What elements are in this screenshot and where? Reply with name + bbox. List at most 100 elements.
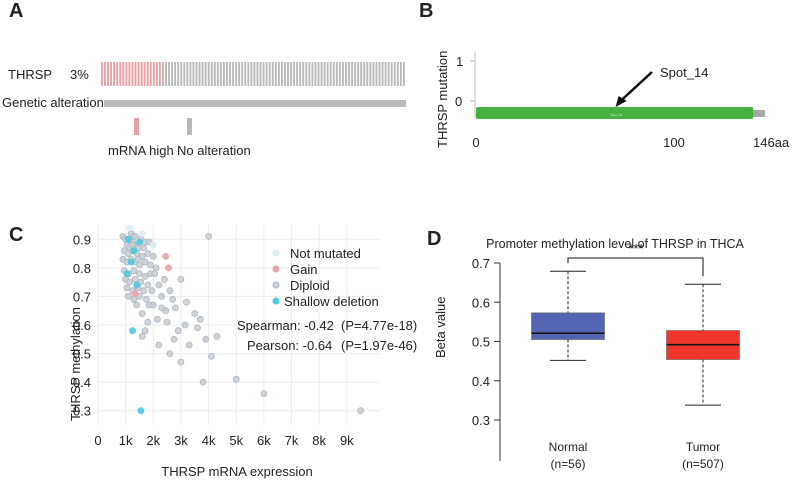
oncoprint-sample-no-alteration: [201, 62, 204, 86]
oncoprint-sample-no-alteration: [259, 62, 262, 86]
scatter-point-diploid: [140, 287, 148, 295]
scatter-ytick-label: 0.7: [73, 289, 91, 304]
scatter-xtick-label: 3k: [174, 433, 188, 448]
scatter-xlabel: THRSP mRNA expression: [161, 464, 312, 479]
scatter-xtick-label: 9k: [340, 433, 354, 448]
oncoprint-sample-no-alteration: [177, 62, 180, 86]
scatter-point-diploid: [207, 352, 215, 360]
scatter-point-diploid: [123, 284, 131, 292]
oncoprint-sample-no-alteration: [396, 62, 399, 86]
oncoprint-percent: 3%: [70, 67, 89, 82]
pearson-stat: Pearson: -0.64: [247, 338, 332, 353]
oncoprint-sample-no-alteration: [314, 62, 317, 86]
oncoprint-sample-mrna-high: [155, 62, 158, 86]
oncoprint-sample-no-alteration: [250, 62, 253, 86]
boxplot-ytick-label: 0.3: [472, 413, 490, 428]
boxplot-y-ticks: 0.3 0.4 0.5 0.6 0.7: [472, 256, 500, 428]
scatter-xtick-label: 7k: [285, 433, 299, 448]
legend-no-alteration-label: No alteration: [177, 143, 251, 158]
mutation-arrow-head: [615, 96, 627, 107]
scatter-xtick-label: 8k: [312, 433, 326, 448]
scatter-point-diploid: [131, 275, 139, 283]
mutation-ylabel: THRSP mutation: [435, 51, 450, 148]
panel-d-boxplot: Promoter methylation level of THRSP in T…: [433, 237, 745, 471]
scatter-point-diploid: [133, 301, 141, 309]
oncoprint-sample-mrna-high: [125, 62, 128, 86]
oncoprint-sample-no-alteration: [338, 62, 341, 86]
oncoprint-sample-no-alteration: [299, 62, 302, 86]
pearson-pvalue: (P=1.97e-46): [341, 338, 417, 353]
legend-diploid-marker: [272, 281, 280, 289]
scatter-point-gain: [162, 252, 170, 260]
scatter-point-diploid: [130, 267, 138, 275]
scatter-point-diploid: [174, 327, 182, 335]
spearman-pvalue: (P=4.77e-18): [341, 318, 417, 333]
panel-a-letter: A: [9, 0, 24, 22]
oncoprint-sample-no-alteration: [387, 62, 390, 86]
oncoprint-sample-no-alteration: [399, 62, 402, 86]
mutation-xtick-146aa: 146aa: [753, 135, 790, 150]
scatter-point-diploid: [142, 295, 150, 303]
scatter-point-diploid: [144, 318, 152, 326]
oncoprint-sample-no-alteration: [375, 62, 378, 86]
mutation-domain-callout: Spot_14: [660, 65, 708, 80]
scatter-point-diploid: [199, 378, 207, 386]
scatter-point-diploid: [141, 258, 149, 266]
scatter-point-diploid: [205, 232, 213, 240]
genetic-alteration-track: [104, 100, 406, 107]
oncoprint-sample-no-alteration: [229, 62, 231, 86]
oncoprint-sample-no-alteration: [351, 62, 353, 86]
oncoprint-sample-mrna-high: [158, 62, 161, 86]
oncoprint-sample-no-alteration: [213, 62, 216, 86]
scatter-xtick-label: 1k: [119, 433, 133, 448]
scatter-xtick-label: 0: [94, 433, 101, 448]
scatter-point-diploid: [129, 241, 137, 249]
oncoprint-sample-no-alteration: [390, 62, 393, 86]
scatter-point-diploid: [202, 335, 210, 343]
oncoprint-sample-no-alteration: [171, 62, 174, 86]
oncoprint-sample-no-alteration: [323, 62, 326, 86]
group-normal-label: Normal: [549, 440, 588, 454]
legend-gain-marker: [272, 265, 280, 273]
oncoprint-sample-no-alteration: [232, 62, 235, 86]
oncoprint-sample-mrna-high: [143, 62, 146, 86]
oncoprint-sample-no-alteration: [280, 62, 283, 86]
oncoprint-sample-mrna-high: [104, 62, 106, 86]
legend-gain-label: Gain: [290, 262, 317, 277]
scatter-ytick-label: 0.6: [73, 318, 91, 333]
oncoprint-sample-no-alteration: [311, 62, 314, 86]
boxplot-ytick-label: 0.7: [472, 256, 490, 271]
oncoprint-sample-no-alteration: [357, 62, 360, 86]
panel-d-letter: D: [427, 228, 442, 250]
oncoprint-sample-no-alteration: [402, 62, 405, 86]
mutation-ytick-label-1: 1: [456, 54, 463, 69]
oncoprint-sample-no-alteration: [363, 62, 366, 86]
spot14-domain-inner-label: Spot_14: [611, 113, 623, 117]
scatter-point-diploid: [158, 293, 166, 300]
scatter-point-diploid: [151, 270, 159, 277]
legend-no-alteration-swatch: [187, 118, 192, 135]
oncoprint-sample-no-alteration: [253, 62, 256, 86]
group-tumor-n: (n=507): [682, 457, 724, 471]
oncoprint-sample-no-alteration: [287, 62, 289, 86]
scatter-point-shallow-deletion: [133, 281, 141, 289]
oncoprint-sample-no-alteration: [326, 62, 329, 86]
scatter-point-diploid: [194, 324, 201, 332]
scatter-point-diploid: [183, 298, 190, 306]
oncoprint-sample-no-alteration: [262, 62, 265, 86]
boxplot-ytick-label: 0.6: [472, 295, 490, 310]
scatter-point-diploid: [140, 244, 148, 252]
scatter-point-diploid: [145, 301, 153, 309]
scatter-xtick-label: 5k: [229, 433, 243, 448]
panel-b-mutation-plot: THRSP mutation 0 1 Spot_14 Spot_14 0 100…: [435, 51, 790, 150]
mutation-xtick-100: 100: [663, 135, 685, 150]
scatter-point-shallow-deletion: [130, 247, 138, 255]
panel-c-letter: C: [9, 224, 24, 246]
oncoprint-sample-no-alteration: [369, 62, 372, 86]
oncoprint-sample-no-alteration: [247, 62, 250, 86]
scatter-point-diploid: [357, 407, 365, 415]
oncoprint-sample-mrna-high: [119, 62, 122, 86]
oncoprint-sample-no-alteration: [293, 62, 296, 86]
scatter-point-diploid: [148, 287, 156, 295]
oncoprint-sample-no-alteration: [384, 62, 387, 86]
